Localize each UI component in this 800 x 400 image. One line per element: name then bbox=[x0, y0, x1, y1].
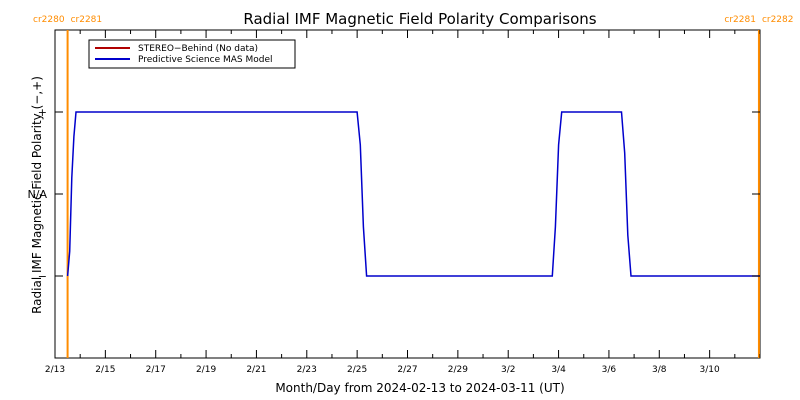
series-line bbox=[66, 111, 760, 277]
x-tick-label: 3/8 bbox=[652, 365, 667, 375]
x-tick-label: 2/23 bbox=[297, 365, 317, 375]
x-axis-ticks: 2/13 2/15 2/17 2/19 2/21 2/23 2/25 2/27 2/29 3/2 3… bbox=[45, 30, 761, 375]
x-tick-label: 2/13 bbox=[45, 365, 65, 375]
x-tick-label: 2/25 bbox=[347, 365, 367, 375]
x-tick-label: 2/15 bbox=[95, 365, 115, 375]
x-tick-label: 2/27 bbox=[397, 365, 417, 375]
legend: STEREO−Behind (No data)Predictive Scienc… bbox=[88, 39, 296, 69]
y-axis-ticks: + N/A − bbox=[28, 106, 760, 283]
x-tick-label: 3/2 bbox=[501, 365, 515, 375]
y-tick-label: − bbox=[38, 270, 47, 283]
x-tick-label: 3/6 bbox=[602, 365, 617, 375]
y-tick-label: + bbox=[38, 106, 47, 119]
legend-label: Predictive Science MAS Model bbox=[138, 55, 273, 65]
x-tick-label: 2/29 bbox=[448, 365, 468, 375]
x-tick-label: 2/21 bbox=[246, 365, 266, 375]
legend-label: STEREO−Behind (No data) bbox=[138, 44, 258, 54]
x-tick-label: 3/4 bbox=[551, 365, 566, 375]
y-axis-label: Radial IMF Magnetic Field Polarity (−,+) bbox=[30, 76, 44, 314]
x-tick-label: 2/17 bbox=[146, 365, 166, 375]
chart-title: Radial IMF Magnetic Field Polarity Compa… bbox=[243, 10, 596, 28]
series-group bbox=[66, 111, 760, 277]
x-tick-label: 3/10 bbox=[700, 365, 720, 375]
x-axis-label: Month/Day from 2024-02-13 to 2024-03-11 … bbox=[275, 381, 564, 395]
carrington-marker-label: cr2280 cr2281 bbox=[33, 15, 102, 25]
y-tick-label: N/A bbox=[28, 188, 48, 201]
legend-box bbox=[88, 39, 296, 69]
carrington-marker-label: cr2281 cr2282 bbox=[724, 15, 793, 25]
x-tick-label: 2/19 bbox=[196, 365, 216, 375]
plot-frame bbox=[54, 29, 761, 359]
